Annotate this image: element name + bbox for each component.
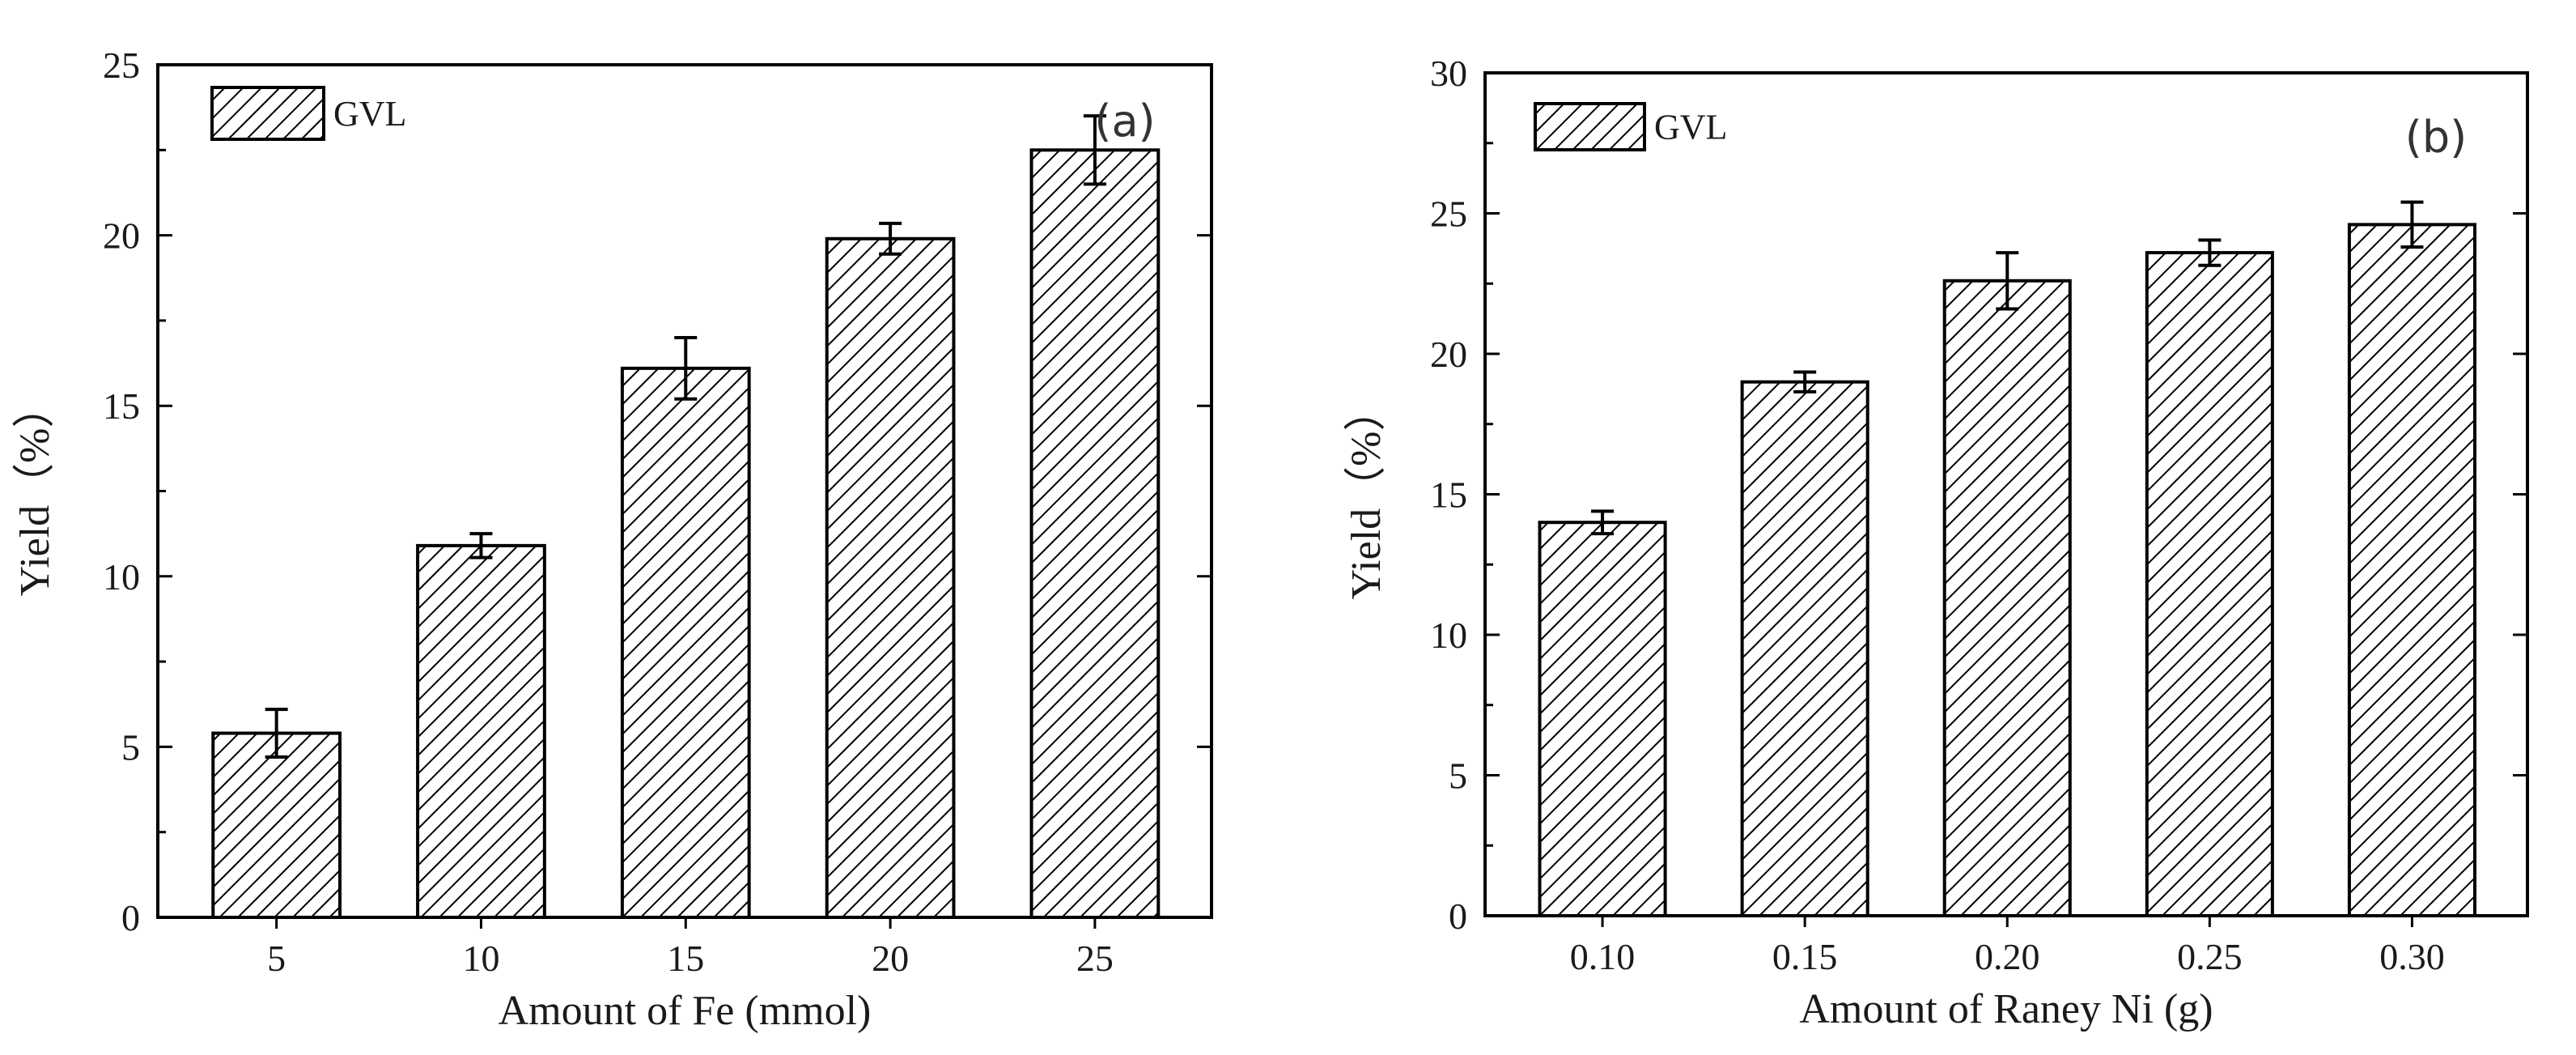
bar-0.10: [1538, 521, 1667, 917]
x-tick-label: 0.10: [1570, 936, 1636, 977]
x-tick-label: 0.25: [2177, 936, 2243, 977]
y-tick-label: 15: [103, 385, 140, 427]
bar-0.15: [1740, 380, 1869, 917]
chart-panel-b: 0 5 10 15 20 25 30 0.10 0.15 0.20 0.25 0.30 Amount o…: [1343, 53, 2529, 1032]
legend-swatch: [1534, 102, 1646, 151]
bar-0.25: [2145, 251, 2274, 917]
x-tick-label: 5: [267, 938, 286, 979]
y-tick-label: 0: [121, 897, 140, 938]
legend-swatch: [210, 86, 325, 141]
panel-label: (a): [1094, 96, 1155, 147]
bar-0.30: [2347, 223, 2476, 917]
bar-25: [1029, 148, 1161, 920]
bar-5: [211, 731, 342, 919]
x-axis-title: Amount of Fe (mmol): [499, 988, 872, 1034]
y-tick-label: 25: [1430, 194, 1467, 235]
x-tick-label: 0.20: [1975, 936, 2040, 977]
y-tick-label: 15: [1430, 474, 1467, 516]
y-tick-label: 10: [1430, 615, 1467, 656]
bar-20: [825, 236, 956, 919]
x-axis-title: Amount of Raney Ni (g): [1799, 986, 2213, 1032]
bar-15: [620, 366, 751, 920]
y-axis-title: Yield（%）: [12, 386, 58, 597]
y-tick-label: 5: [1449, 755, 1467, 797]
x-tick-label: 15: [667, 938, 704, 979]
bar-10: [416, 543, 546, 920]
x-tick-label: 20: [872, 938, 909, 979]
x-tick-label: 10: [462, 938, 499, 979]
x-tick-label: 25: [1076, 938, 1114, 979]
y-tick-label: 20: [103, 215, 140, 257]
y-tick-label: 20: [1430, 334, 1467, 375]
y-axis-title: Yield（%）: [1343, 389, 1390, 600]
y-tick-label: 5: [121, 726, 140, 768]
legend-label: GVL: [333, 94, 406, 134]
x-tick-label: 0.15: [1772, 936, 1838, 977]
y-tick-label: 25: [103, 45, 140, 86]
y-tick-label: 30: [1430, 53, 1467, 94]
y-tick-label: 0: [1449, 895, 1467, 937]
chart-panel-a: 0 5 10 15 20 25 5 10 15 20 25 Amount of Fe (mmol) Yi…: [12, 45, 1213, 1034]
panel-label: (b): [2405, 112, 2467, 163]
bar-0.20: [1942, 279, 2072, 917]
y-tick-label: 10: [103, 556, 140, 598]
legend-label: GVL: [1654, 108, 1727, 147]
x-tick-label: 0.30: [2379, 936, 2445, 977]
